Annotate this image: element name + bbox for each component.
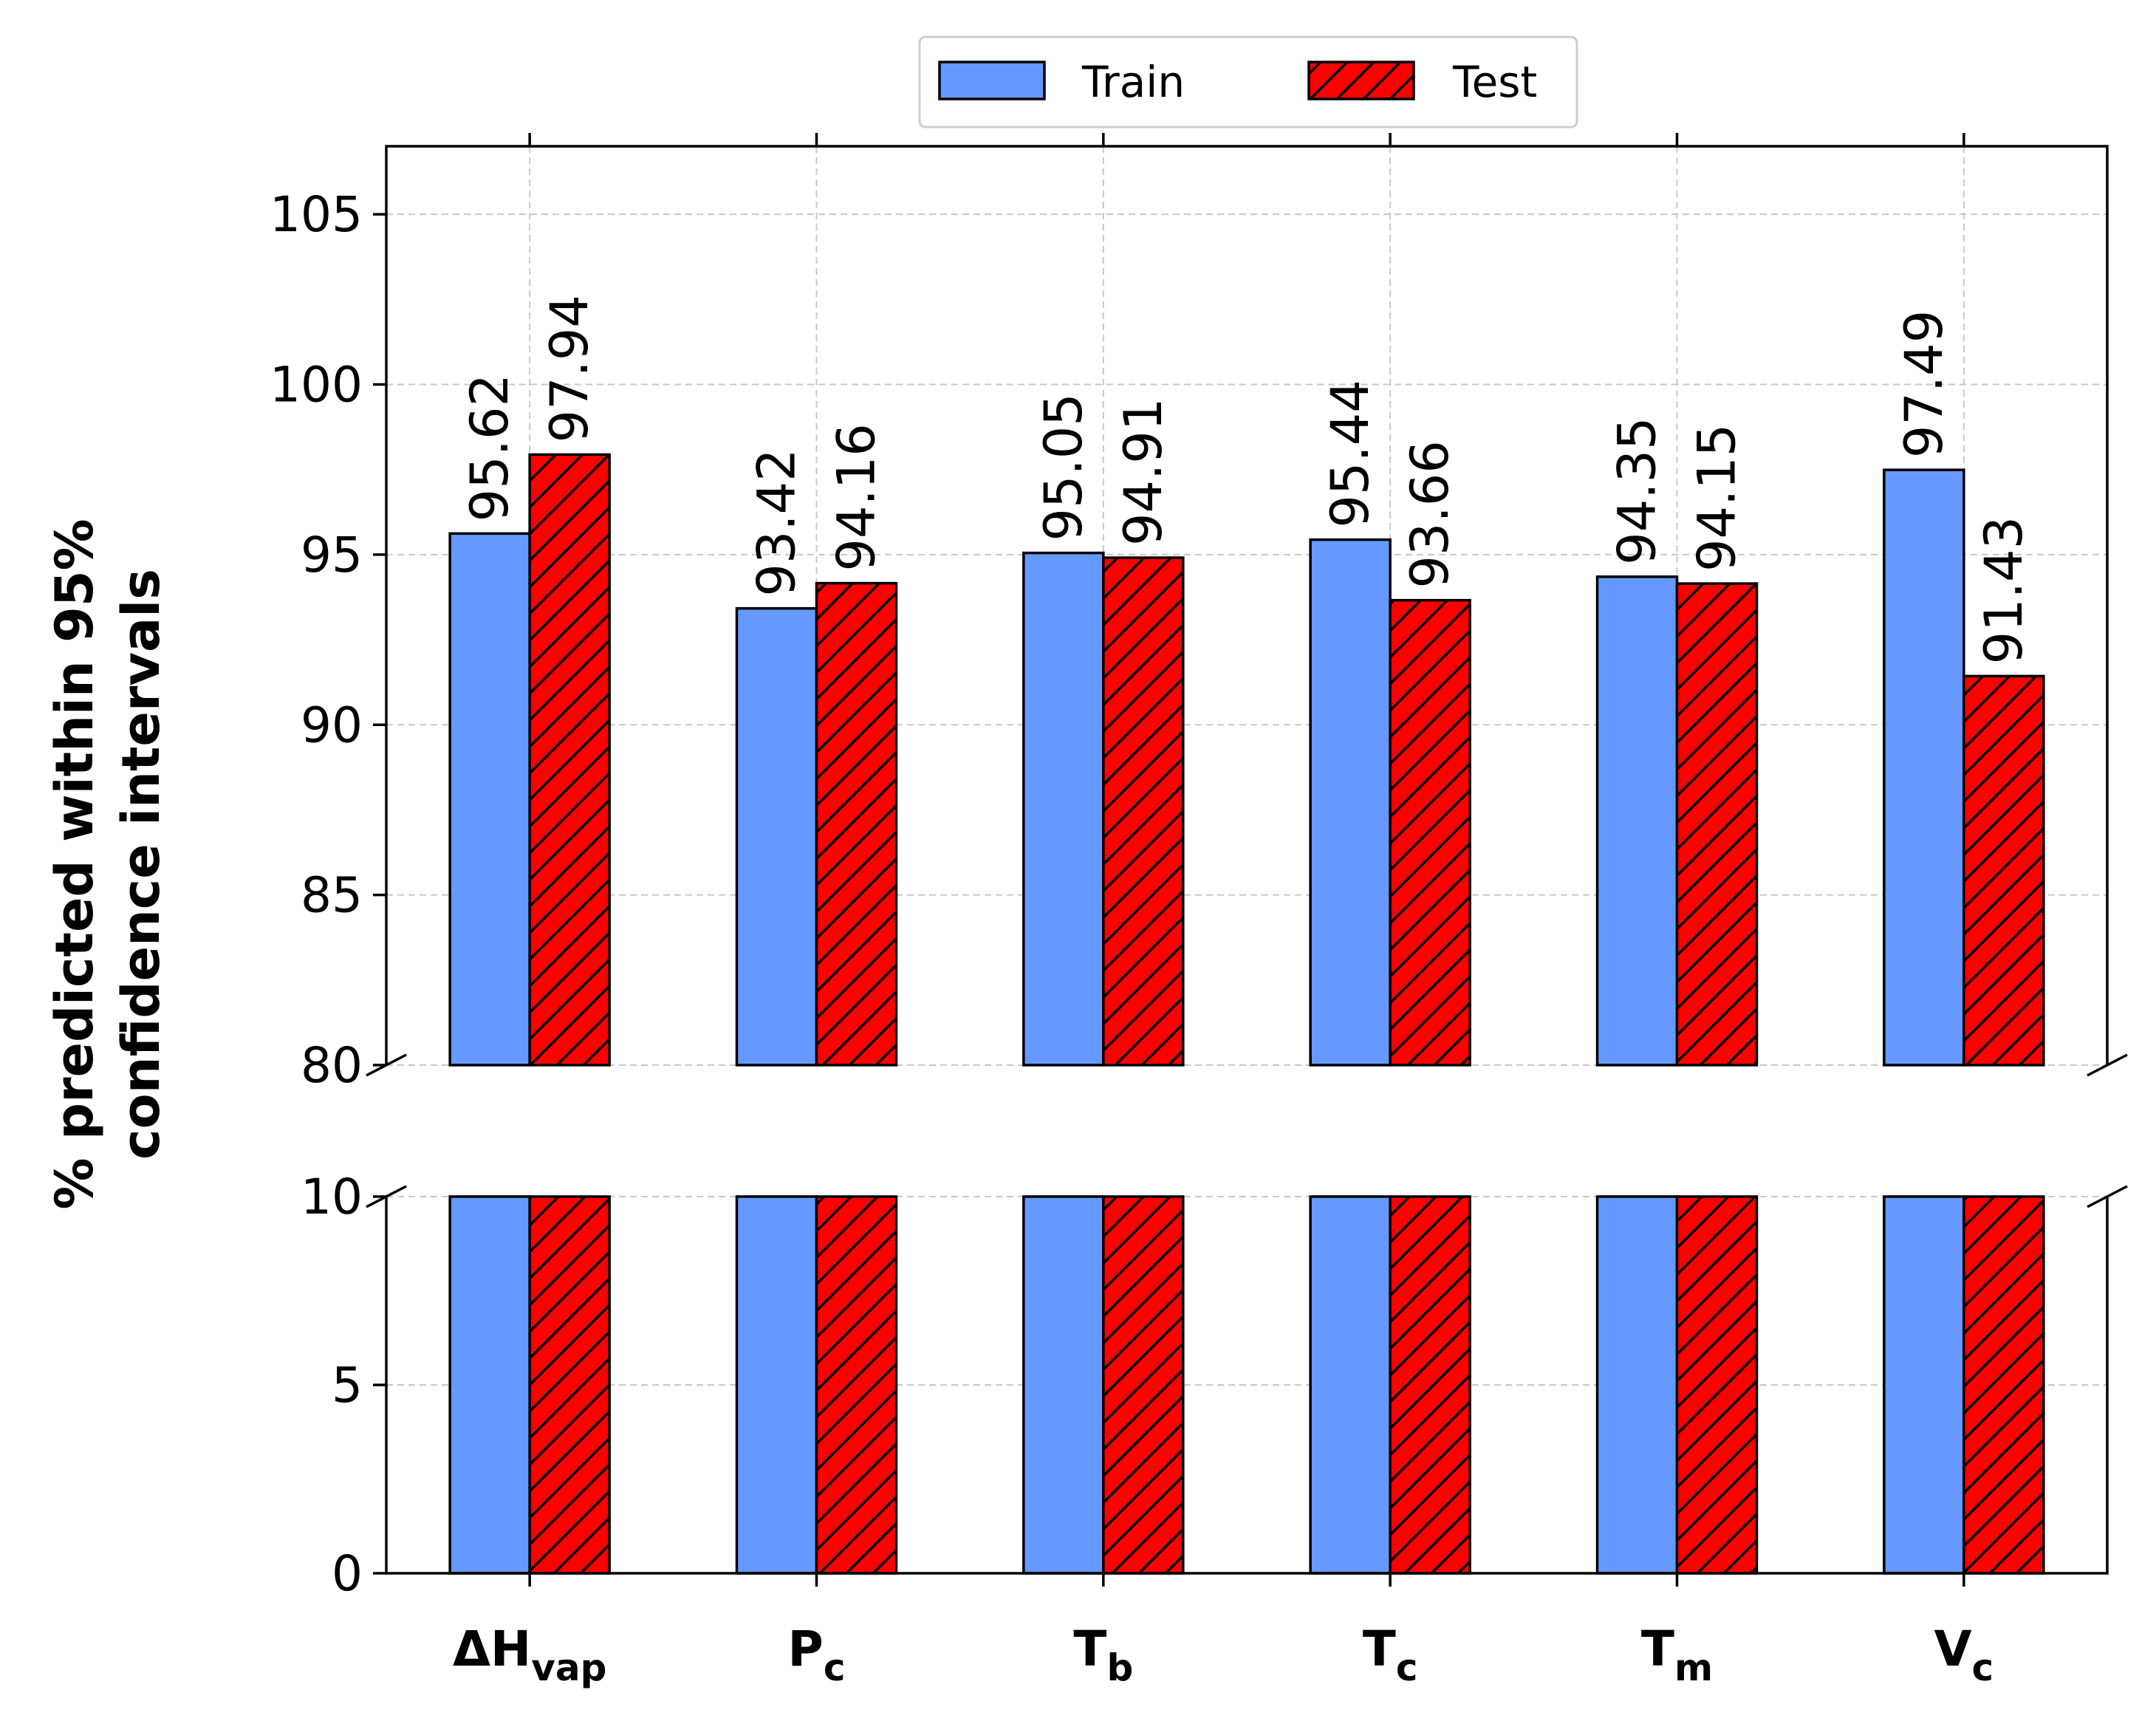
bar-test-3-lower	[1389, 1195, 1471, 1575]
x-axis-categories: ΔHvap Pc Tb Tc Tm Vc	[453, 1621, 1994, 1689]
value-label-test-2: 94.91	[1113, 398, 1174, 546]
break-mark-upper-right	[2087, 1053, 2128, 1077]
category-label-base-3: T	[1363, 1621, 1396, 1677]
category-label-base-4: T	[1641, 1621, 1674, 1677]
bar-test-1-upper	[815, 581, 898, 1067]
bar-train-0-upper	[448, 532, 531, 1067]
category-label-sub-2: b	[1106, 1646, 1133, 1689]
bar-train-3-upper	[1309, 538, 1392, 1067]
bars	[448, 453, 2045, 1575]
bar-value-labels: 95.62 93.42 95.05 95.44 94.35 97.49 97.94 94.16…	[459, 295, 2034, 664]
upper-panel-frame	[385, 145, 2109, 1065]
y-tick-label-upper-85: 85	[301, 867, 363, 924]
value-label-train-2: 95.05	[1033, 393, 1094, 541]
category-label-base-5: V	[1934, 1621, 1971, 1677]
value-label-train-4: 94.35	[1607, 417, 1668, 564]
y-tick-label-upper-95: 95	[301, 527, 363, 584]
bar-train-1-lower	[735, 1195, 818, 1575]
legend: Train Test	[918, 35, 1578, 129]
category-label-1: Pc	[787, 1621, 845, 1689]
legend-swatch-test	[1307, 61, 1415, 100]
y-tick-label-upper-90: 90	[301, 697, 363, 753]
category-label-0: ΔHvap	[453, 1621, 606, 1689]
bar-test-0-upper	[528, 453, 611, 1067]
y-axis-title-line-1: % predicted within 95%	[44, 519, 105, 1209]
bar-test-0-lower	[528, 1195, 611, 1575]
bar-train-2-upper	[1022, 551, 1105, 1067]
bar-train-4-lower	[1595, 1195, 1679, 1575]
bar-test-4-upper	[1675, 582, 1759, 1067]
bar-test-2-lower	[1102, 1195, 1185, 1575]
bar-test-1-lower	[815, 1195, 898, 1575]
y-axis-ticks: 80 85 90 95 100 105 0 5 10	[270, 133, 1965, 1602]
legend-label-test: Test	[1452, 57, 1537, 107]
bar-train-5-upper	[1883, 468, 1965, 1067]
bar-train-5-lower	[1883, 1195, 1965, 1575]
category-label-4: Tm	[1641, 1621, 1713, 1689]
bar-train-3-lower	[1309, 1195, 1392, 1575]
bar-test-4-lower	[1675, 1195, 1759, 1575]
value-label-test-4: 94.15	[1687, 424, 1748, 572]
category-label-base-2: T	[1073, 1621, 1106, 1677]
bar-train-4-upper	[1595, 575, 1679, 1067]
category-label-3: Tc	[1363, 1621, 1418, 1689]
y-axis-title: % predicted within 95% confidence interv…	[44, 519, 171, 1209]
legend-box	[918, 35, 1578, 129]
value-label-train-1: 93.42	[747, 448, 807, 596]
legend-swatch-train	[938, 61, 1046, 100]
bar-test-5-upper	[1962, 674, 2045, 1067]
category-label-5: Vc	[1934, 1621, 1994, 1689]
value-label-train-3: 95.44	[1320, 380, 1380, 527]
y-tick-label-upper-105: 105	[270, 186, 363, 243]
category-label-sub-1: c	[824, 1646, 846, 1689]
bar-train-1-upper	[735, 606, 818, 1067]
bar-test-2-upper	[1102, 556, 1185, 1067]
break-mark-lower-right	[2087, 1185, 2128, 1208]
value-label-test-3: 93.66	[1400, 440, 1460, 588]
category-label-sub-4: m	[1674, 1646, 1713, 1689]
category-label-base-0: ΔH	[453, 1621, 531, 1677]
y-tick-label-upper-100: 100	[270, 357, 363, 414]
category-label-sub-5: c	[1972, 1646, 1994, 1689]
y-axis-title-line-2: confidence intervals	[111, 569, 171, 1160]
value-label-test-5: 91.43	[1974, 516, 2034, 664]
category-label-sub-0: vap	[531, 1646, 606, 1689]
y-tick-label-lower-10: 10	[301, 1169, 363, 1225]
value-label-test-0: 97.94	[539, 295, 600, 442]
value-label-train-5: 97.49	[1894, 310, 1954, 458]
bar-train-0-lower	[448, 1195, 531, 1575]
bar-test-5-lower	[1962, 1195, 2045, 1575]
gridlines	[386, 146, 2107, 1574]
y-tick-label-lower-5: 5	[332, 1357, 363, 1414]
category-label-sub-3: c	[1396, 1646, 1418, 1689]
category-label-2: Tb	[1073, 1621, 1133, 1689]
value-label-test-1: 94.16	[827, 423, 887, 571]
y-tick-label-lower-0: 0	[332, 1545, 363, 1602]
category-label-base-1: P	[787, 1621, 823, 1677]
axes-frame	[366, 145, 2128, 1575]
bar-train-2-lower	[1022, 1195, 1105, 1575]
y-tick-label-upper-80: 80	[301, 1037, 363, 1094]
bar-test-3-upper	[1389, 598, 1471, 1067]
legend-label-train: Train	[1081, 57, 1185, 107]
value-label-train-0: 95.62	[459, 374, 520, 521]
